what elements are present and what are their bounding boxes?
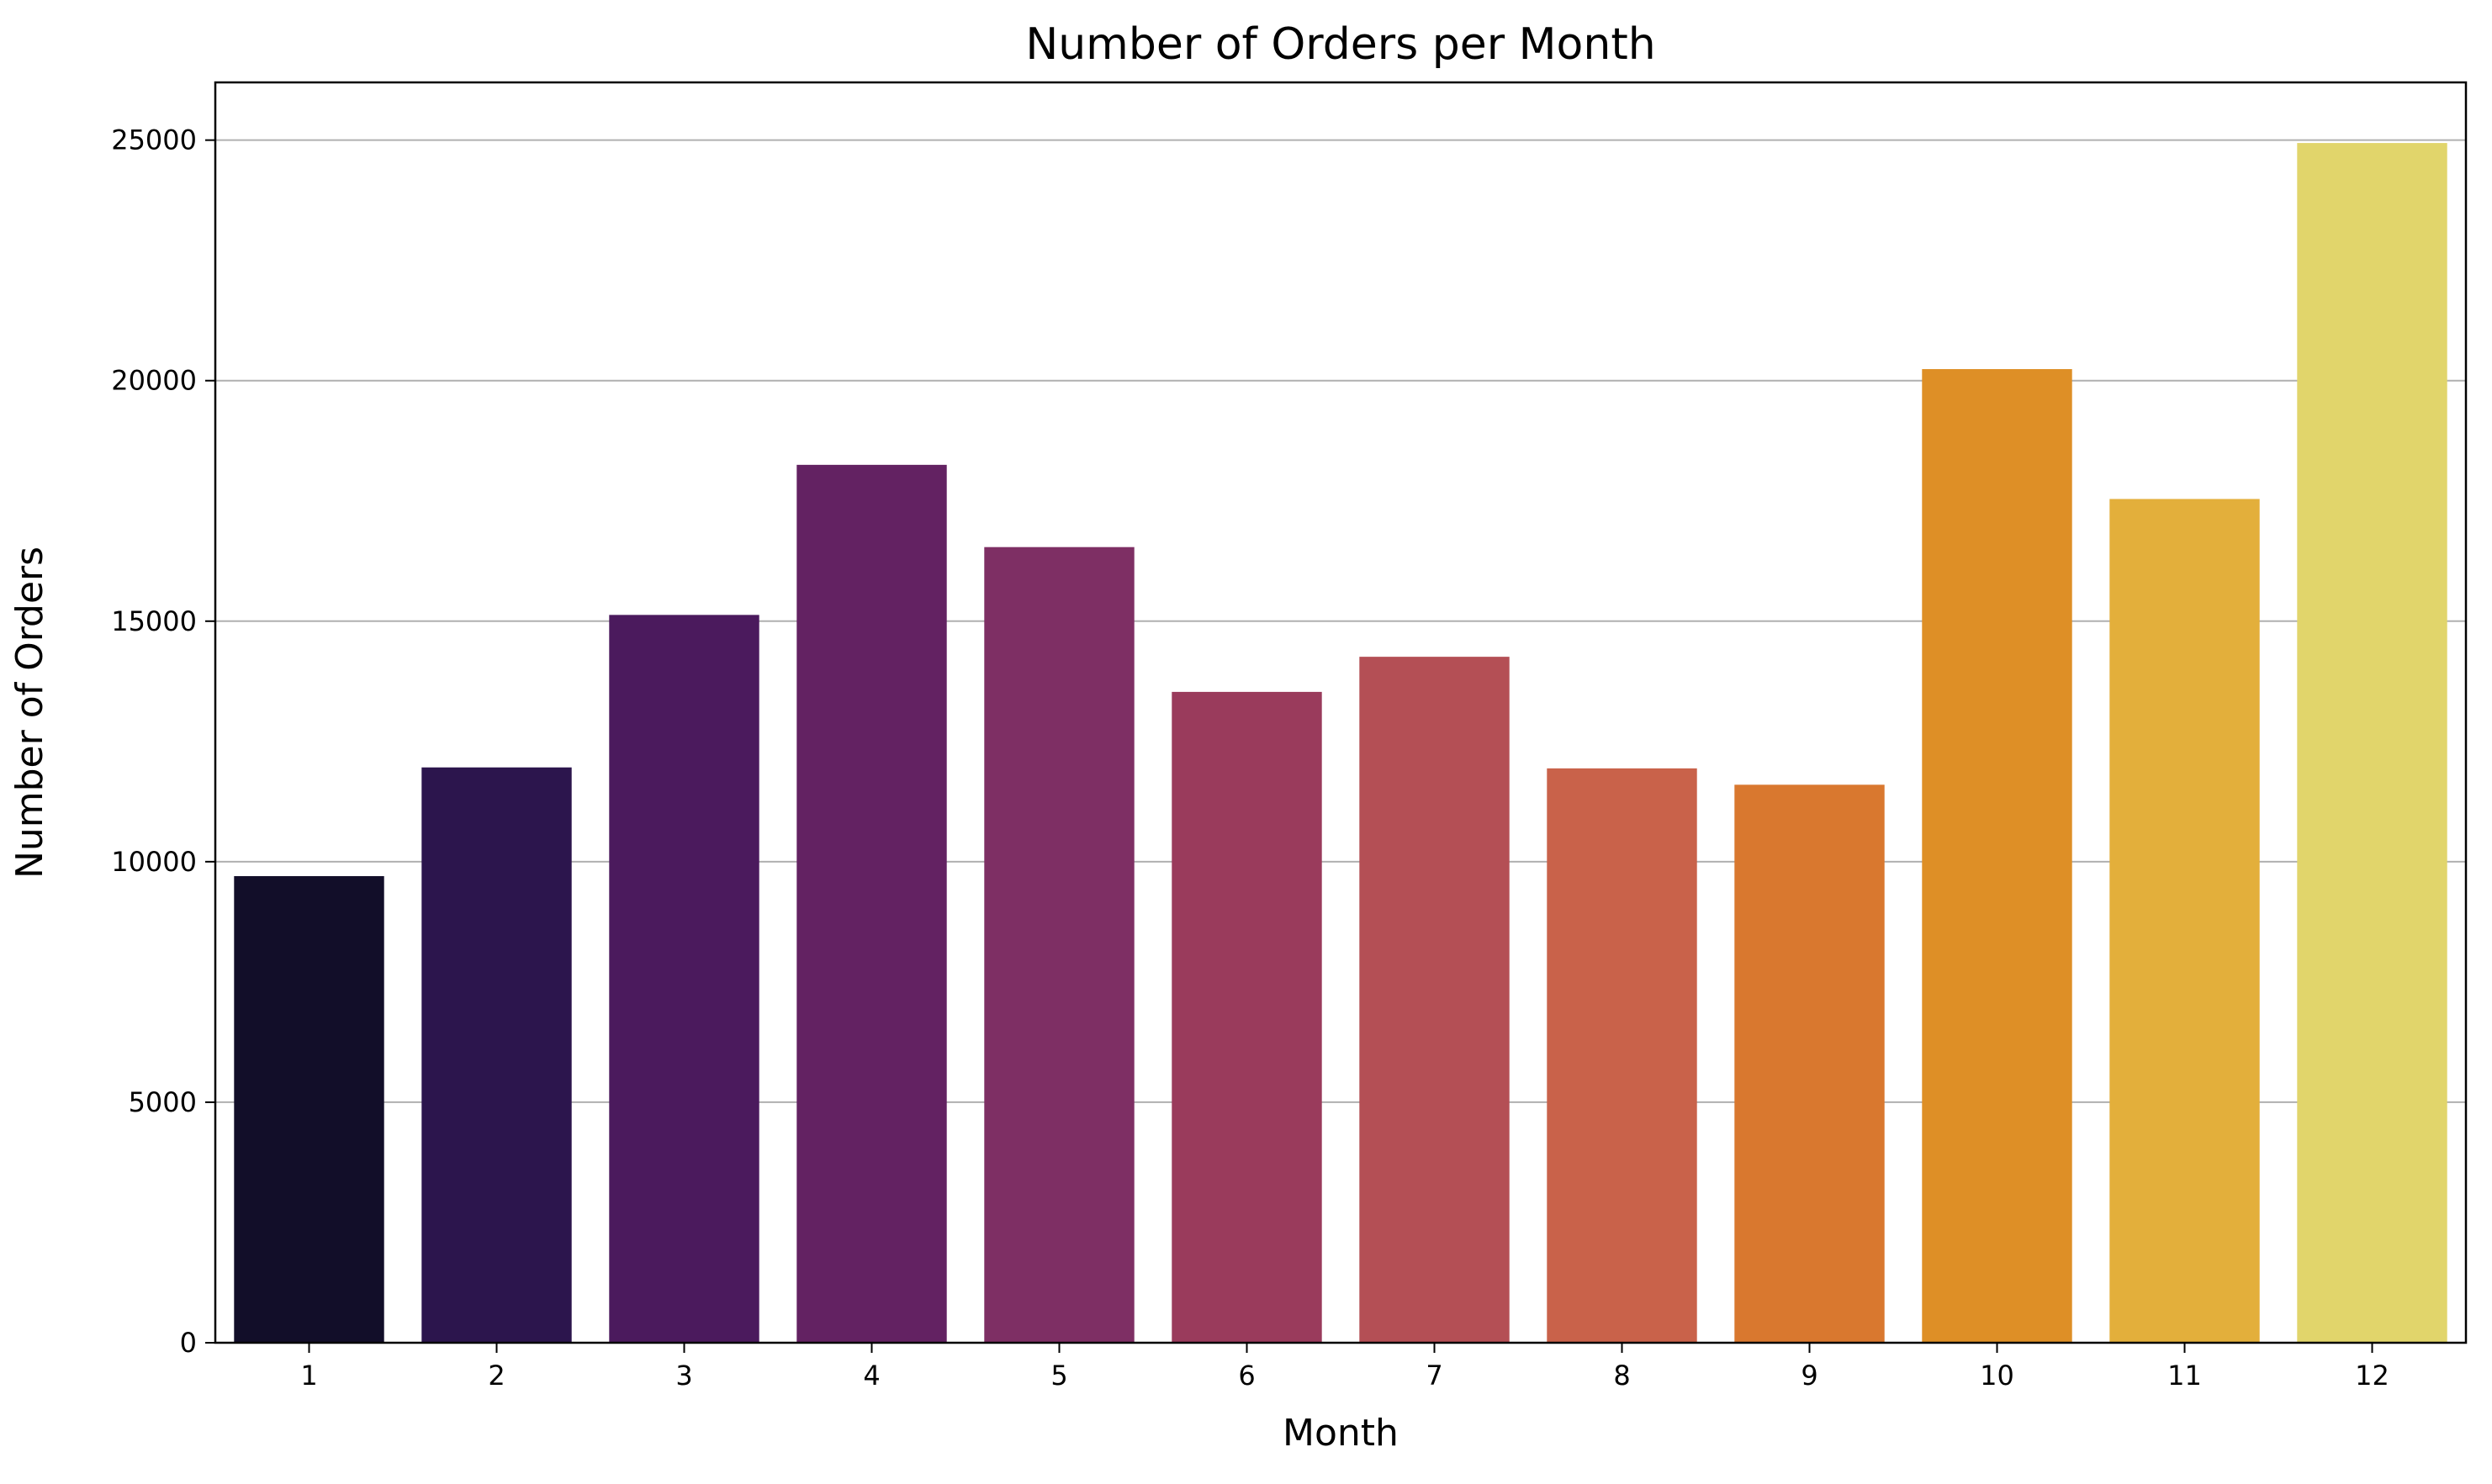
bar-month-6: [1172, 691, 1322, 1343]
x-axis-title: Month: [1283, 1412, 1399, 1455]
x-tick-label: 3: [675, 1360, 692, 1392]
x-tick-label: 6: [1238, 1360, 1255, 1392]
x-tick-label: 1: [300, 1360, 317, 1392]
bar-month-4: [796, 464, 947, 1343]
y-axis-ticks: 0 5000 10000 15000 20000 25000: [111, 124, 215, 1359]
bar-month-7: [1359, 657, 1510, 1343]
y-tick-label: 25000: [111, 124, 197, 156]
x-tick-label: 10: [1980, 1360, 2014, 1392]
x-tick-label: 11: [2167, 1360, 2202, 1392]
x-tick-label: 12: [2355, 1360, 2389, 1392]
bar-month-12: [2297, 143, 2447, 1343]
x-axis-ticks: 1 2 3 4 5 6 7 8 9 10 11 12: [300, 1343, 2389, 1392]
plot-frame: [214, 81, 2468, 1344]
bar-month-9: [1734, 784, 1885, 1343]
y-tick-label: 5000: [129, 1086, 197, 1118]
x-tick-label: 8: [1613, 1360, 1630, 1392]
bars: [234, 143, 2447, 1343]
bar-month-10: [1922, 368, 2072, 1343]
x-tick-label: 5: [1050, 1360, 1067, 1392]
bar-month-2: [421, 767, 572, 1343]
bar-month-8: [1547, 768, 1697, 1343]
x-tick-label: 4: [863, 1360, 880, 1392]
bar-month-5: [984, 547, 1135, 1343]
x-tick-label: 9: [1801, 1360, 1817, 1392]
y-tick-label: 20000: [111, 365, 197, 397]
x-tick-label: 2: [488, 1360, 505, 1392]
x-tick-label: 7: [1426, 1360, 1442, 1392]
y-tick-label: 10000: [111, 846, 197, 878]
y-tick-label: 0: [180, 1327, 197, 1359]
y-tick-label: 15000: [111, 605, 197, 637]
chart-title: Number of Orders per Month: [1025, 19, 1655, 70]
bar-month-3: [609, 615, 759, 1343]
bar-month-1: [234, 876, 384, 1343]
y-axis-title: Number of Orders: [8, 547, 51, 879]
bar-month-11: [2109, 499, 2260, 1343]
